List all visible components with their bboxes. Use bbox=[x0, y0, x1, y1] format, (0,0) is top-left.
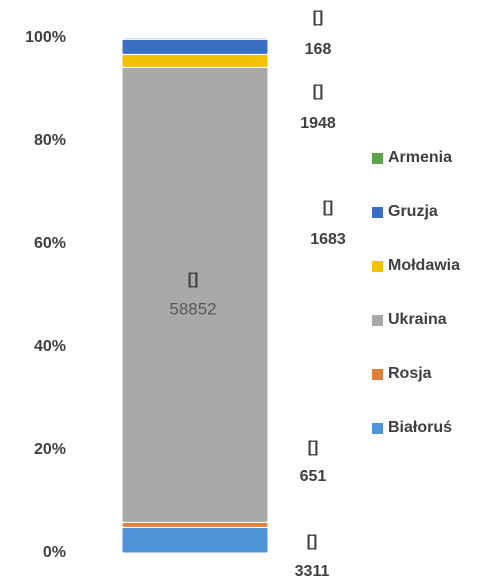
legend-swatch bbox=[372, 207, 383, 218]
bar-segment bbox=[121, 53, 269, 68]
data-label: 58852 bbox=[169, 299, 216, 318]
y-tick-label: 60% bbox=[34, 235, 66, 252]
data-label-name: [] bbox=[313, 83, 324, 100]
legend-label: Armenia bbox=[388, 149, 452, 166]
data-label: 3311 bbox=[295, 563, 330, 580]
legend-label: Białoruś bbox=[388, 419, 452, 436]
bar-segment bbox=[121, 526, 269, 554]
y-tick-label: 100% bbox=[25, 29, 66, 46]
data-label: 168 bbox=[305, 41, 332, 58]
y-tick-label: 20% bbox=[34, 441, 66, 458]
y-tick-label: 0% bbox=[43, 544, 66, 561]
data-label: 1948 bbox=[300, 115, 336, 132]
bar-segment bbox=[121, 521, 269, 528]
data-label: 1683 bbox=[310, 231, 346, 248]
legend-swatch bbox=[372, 261, 383, 272]
legend-swatch bbox=[372, 369, 383, 380]
data-label-name: [] bbox=[308, 439, 319, 456]
data-label-name: [] bbox=[188, 271, 199, 288]
legend-label: Rosja bbox=[388, 365, 432, 382]
legend-label: Ukraina bbox=[388, 311, 447, 328]
data-label-name: [] bbox=[313, 9, 324, 26]
legend-swatch bbox=[372, 423, 383, 434]
bar-segment bbox=[121, 37, 269, 40]
y-tick-label: 40% bbox=[34, 338, 66, 355]
legend-label: Gruzja bbox=[388, 203, 438, 220]
data-label-name: [] bbox=[307, 533, 318, 550]
legend-swatch bbox=[372, 153, 383, 164]
bar-segment bbox=[121, 38, 269, 55]
data-label: 651 bbox=[300, 468, 327, 485]
legend-swatch bbox=[372, 315, 383, 326]
bar-segment bbox=[121, 66, 269, 523]
data-label-name: [] bbox=[323, 199, 334, 216]
y-tick-label: 80% bbox=[34, 132, 66, 149]
legend-label: Mołdawia bbox=[388, 257, 460, 274]
